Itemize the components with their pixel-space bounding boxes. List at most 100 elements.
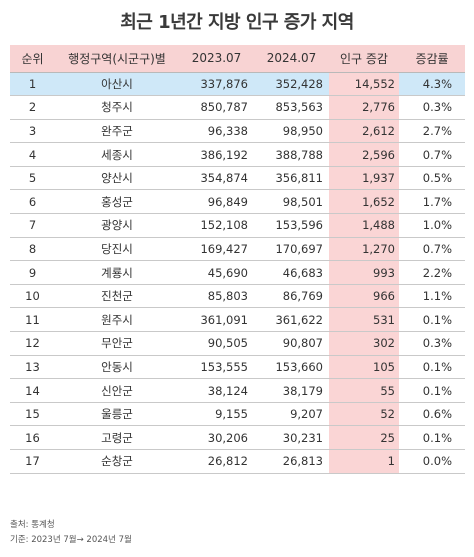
cell-2024: 86,769 [254,284,329,309]
table-row: 12 무안군 90,505 90,807 302 0.3% [10,331,465,356]
table-row: 15 울릉군 9,155 9,207 52 0.6% [10,402,465,427]
cell-change: 52 [329,402,399,427]
cell-region: 고령군 [55,425,179,450]
cell-region: 양산시 [55,166,179,191]
cell-2024: 361,622 [254,307,329,333]
cell-2023: 153,555 [179,355,254,380]
cell-2024: 38,179 [254,378,329,403]
page-title: 최근 1년간 지방 인구 증가 지역 [120,12,354,33]
table-row: 13 안동시 153,555 153,660 105 0.1% [10,355,465,380]
cell-rank: 12 [10,331,55,356]
cell-rate: 0.3% [399,95,465,120]
table-row: 11 원주시 361,091 361,622 531 0.1% [10,307,465,333]
cell-rank: 9 [10,260,55,285]
table-row: 8 당진시 169,427 170,697 1,270 0.7% [10,237,465,262]
cell-2023: 26,812 [179,449,254,474]
cell-change: 55 [329,378,399,403]
table-row: 10 진천군 85,803 86,769 966 1.1% [10,284,465,309]
cell-rank: 4 [10,142,55,167]
cell-2024: 388,788 [254,142,329,167]
cell-2023: 96,338 [179,119,254,144]
cell-region: 무안군 [55,331,179,356]
cell-2023: 30,206 [179,425,254,450]
table-row: 4 세종시 386,192 388,788 2,596 0.7% [10,142,465,167]
header-region: 행정구역(시군구)별 [55,45,179,73]
cell-rate: 0.1% [399,307,465,333]
cell-2023: 85,803 [179,284,254,309]
cell-rate: 4.3% [399,72,465,97]
header-rate: 증감률 [399,45,465,73]
cell-2023: 354,874 [179,166,254,191]
cell-2024: 356,811 [254,166,329,191]
cell-rate: 0.1% [399,355,465,380]
cell-2023: 38,124 [179,378,254,403]
cell-2024: 98,501 [254,189,329,215]
header-change: 인구 증감 [329,45,399,73]
cell-2024: 170,697 [254,237,329,262]
cell-2024: 153,596 [254,213,329,238]
table-row: 2 청주시 850,787 853,563 2,776 0.3% [10,95,465,120]
table-row: 5 양산시 354,874 356,811 1,937 0.5% [10,166,465,191]
cell-rank: 1 [10,72,55,97]
cell-2023: 9,155 [179,402,254,427]
cell-rate: 0.3% [399,331,465,356]
cell-change: 105 [329,355,399,380]
cell-change: 14,552 [329,72,399,97]
cell-2023: 96,849 [179,189,254,215]
cell-rank: 5 [10,166,55,191]
cell-2024: 46,683 [254,260,329,285]
cell-change: 1 [329,449,399,474]
cell-region: 안동시 [55,355,179,380]
period-note: 기준: 2023년 7월→ 2024년 7월 [10,535,132,545]
cell-2023: 386,192 [179,142,254,167]
cell-rank: 7 [10,213,55,238]
cell-2024: 98,950 [254,119,329,144]
cell-change: 302 [329,331,399,356]
table-row: 16 고령군 30,206 30,231 25 0.1% [10,425,465,450]
table-header-row: 순위 행정구역(시군구)별 2023.07 2024.07 인구 증감 증감률 [10,45,465,73]
population-table: 순위 행정구역(시군구)별 2023.07 2024.07 인구 증감 증감률 … [10,45,465,474]
table-row: 9 계룡시 45,690 46,683 993 2.2% [10,260,465,285]
cell-2024: 9,207 [254,402,329,427]
cell-rank: 17 [10,449,55,474]
cell-2023: 361,091 [179,307,254,333]
cell-rank: 3 [10,119,55,144]
table-row: 3 완주군 96,338 98,950 2,612 2.7% [10,119,465,144]
cell-2024: 90,807 [254,331,329,356]
cell-change: 966 [329,284,399,309]
cell-rate: 2.2% [399,260,465,285]
cell-change: 1,488 [329,213,399,238]
header-rank: 순위 [10,45,55,73]
cell-rate: 1.7% [399,189,465,215]
cell-rank: 15 [10,402,55,427]
cell-region: 신안군 [55,378,179,403]
table-row: 7 광양시 152,108 153,596 1,488 1.0% [10,213,465,238]
cell-region: 세종시 [55,142,179,167]
cell-change: 2,596 [329,142,399,167]
cell-change: 531 [329,307,399,333]
cell-rate: 0.7% [399,142,465,167]
cell-2023: 337,876 [179,72,254,97]
source-note: 출처: 통계청 [10,520,55,530]
cell-region: 당진시 [55,237,179,262]
cell-region: 아산시 [55,72,179,97]
cell-rate: 0.0% [399,449,465,474]
cell-region: 원주시 [55,307,179,333]
cell-rate: 0.7% [399,237,465,262]
table-row: 1 아산시 337,876 352,428 14,552 4.3% [10,72,465,97]
cell-change: 1,937 [329,166,399,191]
cell-2023: 169,427 [179,237,254,262]
cell-rank: 14 [10,378,55,403]
table-row: 17 순창군 26,812 26,813 1 0.0% [10,449,465,474]
cell-region: 홍성군 [55,189,179,215]
cell-2024: 30,231 [254,425,329,450]
cell-rank: 11 [10,307,55,333]
cell-rate: 0.5% [399,166,465,191]
cell-rate: 2.7% [399,119,465,144]
cell-rank: 2 [10,95,55,120]
cell-region: 순창군 [55,449,179,474]
cell-2024: 853,563 [254,95,329,120]
cell-change: 2,776 [329,95,399,120]
cell-rank: 8 [10,237,55,262]
cell-change: 25 [329,425,399,450]
